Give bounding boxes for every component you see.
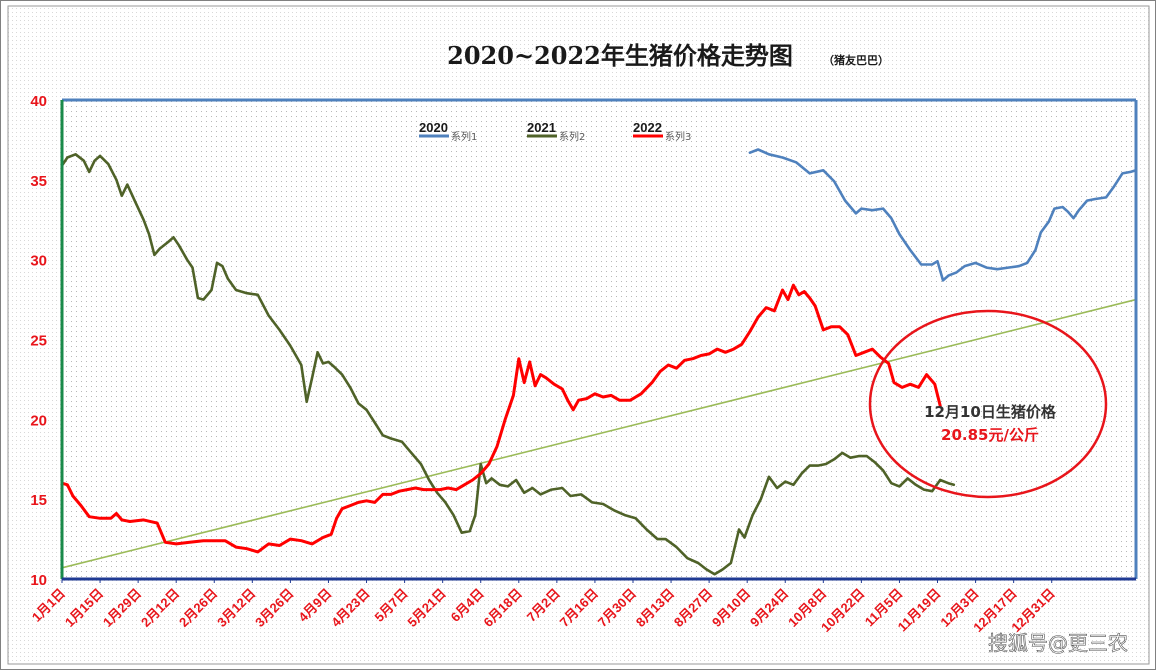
series-line-2021 (60, 153, 956, 576)
legend-year-2022: 2022 (633, 120, 662, 135)
y-tick-label-10: 10 (30, 572, 47, 589)
y-tick-label-20: 20 (30, 412, 47, 429)
trendline (61, 298, 1137, 569)
series-line-2020 (748, 148, 1138, 282)
legend-year-2020: 2020 (419, 120, 448, 135)
annotation-price-label: 20.85元/公斤 (941, 426, 1039, 444)
annotation-circle (868, 309, 1108, 499)
legend-label-2020: 系列1 (451, 130, 477, 143)
y-tick-label-25: 25 (30, 333, 47, 350)
series-line-2022 (60, 283, 942, 554)
legend: 2020 系列1 2021 系列2 2022 系列3 (419, 120, 691, 143)
y-tick-label-15: 15 (30, 492, 47, 509)
plot-area-grid (62, 100, 1136, 579)
annotation-date-label: 12月10日生猪价格 (924, 403, 1057, 421)
y-tick-label-40: 40 (30, 93, 47, 110)
y-tick-label-35: 35 (30, 173, 47, 190)
legend-label-2021: 系列2 (559, 130, 585, 143)
chart-subtitle: （猪友巴巴） (823, 53, 889, 67)
chart-title: 2020~2022年生猪价格走势图 (447, 41, 793, 70)
watermark: 搜狐号@更三农 (988, 631, 1128, 655)
legend-label-2022: 系列3 (665, 130, 691, 143)
legend-year-2021: 2021 (527, 120, 556, 135)
y-tick-label-30: 30 (30, 253, 47, 270)
